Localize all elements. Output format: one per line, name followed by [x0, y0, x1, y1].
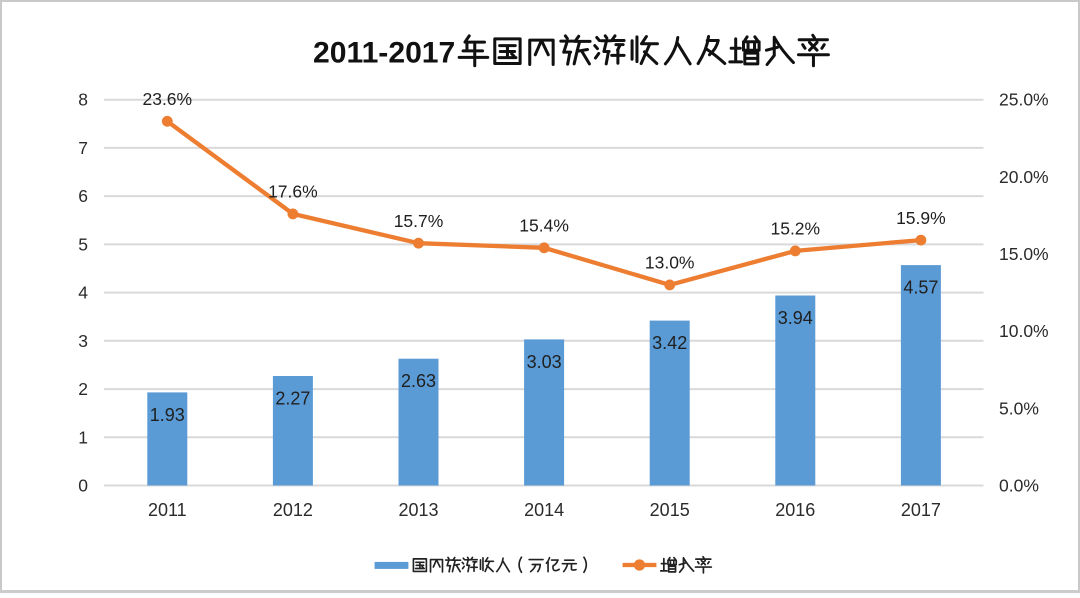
svg-text:15.4%: 15.4% [519, 216, 569, 236]
svg-text:4.57: 4.57 [903, 278, 938, 298]
svg-text:1: 1 [78, 427, 88, 447]
svg-text:10.0%: 10.0% [999, 321, 1049, 341]
svg-text:0.0%: 0.0% [999, 476, 1039, 496]
svg-text:0: 0 [78, 476, 88, 496]
svg-text:15.9%: 15.9% [896, 208, 946, 228]
svg-text:5: 5 [78, 234, 88, 254]
svg-text:15.0%: 15.0% [999, 244, 1049, 264]
svg-text:2011-2017: 2011-2017 [313, 37, 455, 70]
svg-text:7: 7 [78, 138, 88, 158]
svg-text:2015: 2015 [650, 500, 690, 520]
svg-text:3.03: 3.03 [527, 352, 562, 372]
svg-text:2016: 2016 [775, 500, 815, 520]
svg-text:2.27: 2.27 [275, 388, 310, 408]
svg-text:17.6%: 17.6% [268, 182, 318, 202]
svg-text:2011: 2011 [148, 500, 187, 520]
svg-text:23.6%: 23.6% [142, 89, 192, 109]
svg-text:13.0%: 13.0% [645, 253, 695, 273]
svg-text:15.7%: 15.7% [394, 211, 444, 231]
svg-text:2.63: 2.63 [401, 371, 436, 391]
svg-text:6: 6 [78, 186, 88, 206]
svg-text:8: 8 [78, 90, 88, 110]
svg-text:4: 4 [78, 283, 88, 303]
svg-text:15.2%: 15.2% [770, 219, 820, 239]
svg-text:1.93: 1.93 [150, 405, 185, 425]
svg-text:20.0%: 20.0% [999, 167, 1049, 187]
svg-text:3.94: 3.94 [778, 308, 813, 328]
svg-text:2014: 2014 [524, 500, 564, 520]
svg-text:2013: 2013 [398, 500, 438, 520]
svg-text:2017: 2017 [901, 500, 941, 520]
svg-text:2012: 2012 [273, 500, 313, 520]
svg-text:25.0%: 25.0% [999, 90, 1049, 110]
svg-text:5.0%: 5.0% [999, 398, 1039, 418]
svg-text:3: 3 [78, 331, 88, 351]
svg-text:3.42: 3.42 [652, 333, 687, 353]
svg-text:2: 2 [78, 379, 88, 399]
